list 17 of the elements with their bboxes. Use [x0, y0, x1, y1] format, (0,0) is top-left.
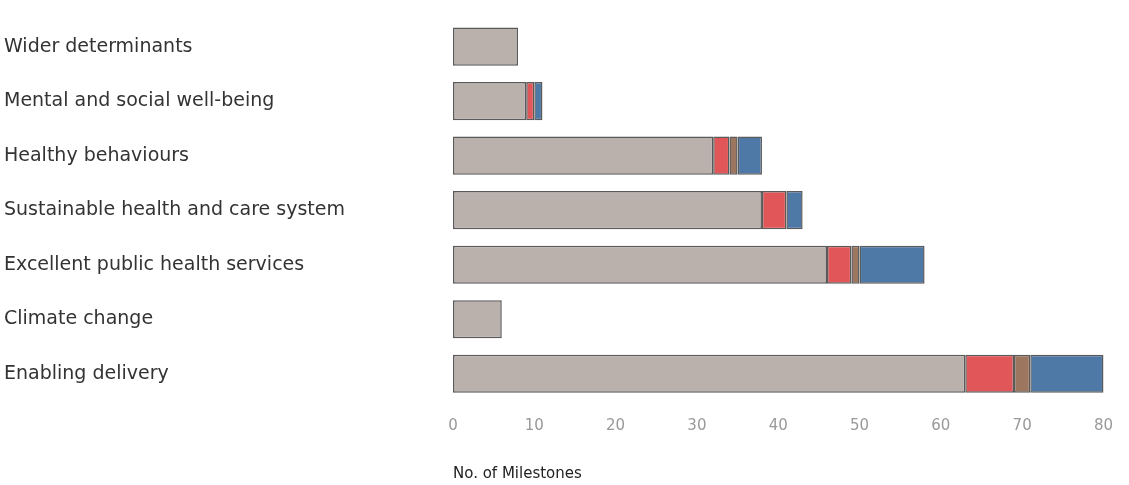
y-tick-label: Enabling delivery — [4, 360, 169, 383]
x-tick-label: 80 — [1093, 415, 1113, 434]
x-tick-label: 50 — [849, 415, 870, 434]
y-tick-label: Mental and social well-being — [4, 88, 275, 111]
x-tick-label: 60 — [931, 415, 951, 434]
x-tick-label: 30 — [687, 415, 707, 434]
x-axis-title: No. of Milestones — [453, 463, 583, 482]
x-tick-label: 40 — [768, 415, 788, 434]
x-tick-label: 70 — [1012, 415, 1032, 434]
x-tick-label: 10 — [524, 415, 544, 434]
x-tick-label: 0 — [448, 415, 458, 434]
y-tick-label: Sustainable health and care system — [4, 197, 345, 220]
y-tick-label: Climate change — [4, 306, 154, 329]
y-tick-label: Wider determinants — [4, 33, 193, 56]
x-tick-label: 20 — [606, 415, 626, 434]
y-tick-label: Healthy behaviours — [4, 142, 190, 165]
y-tick-label: Excellent public health services — [4, 251, 305, 274]
